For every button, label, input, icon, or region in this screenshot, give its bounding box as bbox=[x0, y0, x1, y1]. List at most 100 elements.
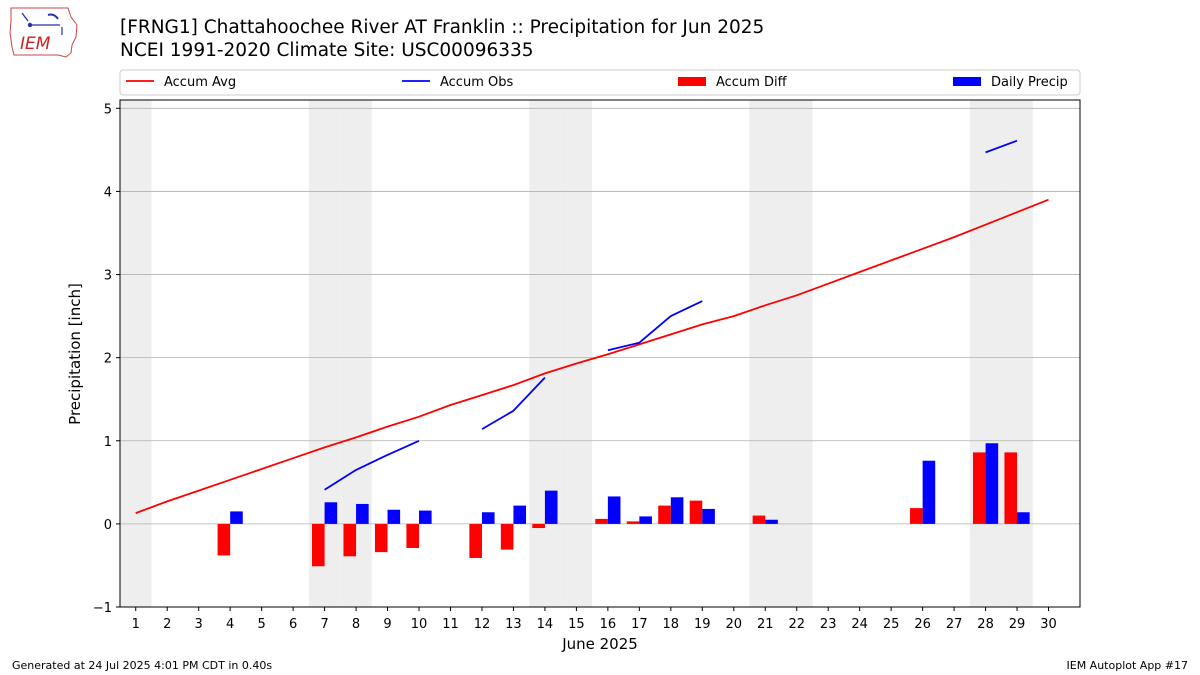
daily-precip-bar-day-8 bbox=[356, 503, 369, 524]
accum-diff-bar-day-14 bbox=[532, 523, 545, 529]
weekend-band-day-28 bbox=[969, 100, 1002, 607]
accum-diff-bar-day-8 bbox=[343, 523, 357, 557]
accum-diff-bar-day-9 bbox=[374, 523, 388, 553]
x-tick-label: 5 bbox=[257, 617, 265, 632]
accum-obs-line-segment-2 bbox=[607, 300, 703, 352]
daily-precip-bar-day-7 bbox=[324, 502, 338, 524]
legend-label-accum-diff: Accum Diff bbox=[716, 75, 788, 90]
daily-precip-bar-day-18 bbox=[670, 497, 684, 524]
daily-precip-bar-day-4 bbox=[230, 511, 243, 524]
x-tick-label: 17 bbox=[631, 617, 648, 632]
accum-diff-bar-day-13 bbox=[500, 523, 514, 550]
bar-series bbox=[217, 443, 1030, 567]
y-axis-label: Precipitation [inch] bbox=[66, 283, 84, 425]
accum-avg-line-segment-0 bbox=[135, 198, 1049, 514]
daily-precip-bar-day-28 bbox=[985, 443, 999, 524]
x-tick-label: 8 bbox=[352, 617, 360, 632]
x-tick-label: 26 bbox=[914, 617, 931, 632]
x-tick-label: 15 bbox=[568, 617, 585, 632]
daily-precip-bar-day-21 bbox=[765, 519, 778, 524]
daily-precip-bar-day-26 bbox=[922, 460, 936, 524]
grid-lines bbox=[120, 107, 1080, 608]
y-tick-label: 3 bbox=[104, 269, 112, 284]
chart-title-line2: NCEI 1991-2020 Climate Site: USC00096335 bbox=[120, 40, 534, 61]
accum-diff-bar-day-29 bbox=[1004, 452, 1018, 524]
x-tick-label: 6 bbox=[289, 617, 297, 632]
x-tick-label: 23 bbox=[820, 617, 837, 632]
accum-diff-bar-day-16 bbox=[595, 518, 608, 524]
x-tick-label: 30 bbox=[1040, 617, 1057, 632]
daily-precip-bar-day-10 bbox=[419, 510, 432, 524]
x-tick-label: 29 bbox=[1009, 617, 1026, 632]
x-tick-label: 13 bbox=[505, 617, 522, 632]
accum-obs-line-segment-0 bbox=[324, 439, 420, 491]
weekend-band-day-1 bbox=[120, 100, 152, 607]
accum-diff-bar-day-28 bbox=[972, 452, 986, 524]
iem-logo-text: IEM bbox=[20, 34, 51, 54]
x-tick-label: 10 bbox=[411, 617, 428, 632]
weekend-band-day-22 bbox=[780, 100, 813, 607]
x-tick-label: 11 bbox=[442, 617, 459, 632]
x-tick-label: 22 bbox=[788, 617, 805, 632]
y-tick-label: 1 bbox=[104, 435, 112, 450]
x-tick-label: 19 bbox=[694, 617, 711, 632]
x-tick-label: 20 bbox=[725, 617, 742, 632]
chart-title-line1: [FRNG1] Chattahoochee River AT Franklin … bbox=[120, 17, 765, 38]
accum-diff-bar-day-21 bbox=[752, 515, 766, 524]
daily-precip-bar-day-13 bbox=[513, 505, 527, 524]
x-tick-label: 3 bbox=[195, 617, 203, 632]
x-tick-label: 12 bbox=[474, 617, 491, 632]
accum-diff-bar-day-19 bbox=[689, 500, 703, 524]
footer-app: IEM Autoplot App #17 bbox=[1066, 659, 1189, 672]
legend-box bbox=[119, 69, 1081, 96]
x-tick-label: 2 bbox=[163, 617, 171, 632]
accum-diff-bar-day-4 bbox=[217, 523, 231, 556]
y-tick-label: 0 bbox=[104, 518, 112, 533]
x-tick-label: 24 bbox=[851, 617, 868, 632]
x-tick-label: 25 bbox=[883, 617, 900, 632]
weekend-band-day-21 bbox=[749, 100, 781, 607]
legend: Accum Avg Accum Obs Accum Diff Daily Pre… bbox=[119, 69, 1081, 96]
weekend-band-day-29 bbox=[1001, 100, 1033, 607]
accum-diff-bar-day-18 bbox=[658, 505, 671, 524]
x-tick-label: 27 bbox=[946, 617, 963, 632]
daily-precip-bar-day-17 bbox=[639, 516, 652, 524]
accum-diff-bar-day-12 bbox=[469, 523, 482, 558]
accum-diff-bar-day-17 bbox=[626, 521, 640, 524]
x-tick-label: 1 bbox=[132, 617, 140, 632]
accum-obs-line-segment-3 bbox=[985, 139, 1018, 154]
accum-diff-bar-day-10 bbox=[406, 523, 420, 548]
legend-swatch-accum-diff bbox=[678, 77, 706, 86]
y-tick-label: 5 bbox=[104, 102, 112, 117]
legend-swatch-daily-precip bbox=[953, 77, 981, 86]
x-tick-label: 16 bbox=[600, 617, 617, 632]
weekend-band-day-14 bbox=[529, 100, 561, 607]
daily-precip-bar-day-14 bbox=[544, 490, 558, 524]
daily-precip-bar-day-19 bbox=[702, 508, 715, 524]
legend-label-daily-precip: Daily Precip bbox=[991, 75, 1068, 90]
daily-precip-bar-day-9 bbox=[387, 509, 401, 524]
weekend-band-day-15 bbox=[560, 100, 593, 607]
y-tick-label: −1 bbox=[93, 601, 112, 616]
legend-label-accum-avg: Accum Avg bbox=[164, 75, 236, 90]
iem-logo: IEM bbox=[9, 7, 78, 58]
x-tick-label: 7 bbox=[320, 617, 328, 632]
plot-frame bbox=[119, 99, 1081, 608]
daily-precip-bar-day-29 bbox=[1017, 512, 1030, 524]
x-tick-label: 18 bbox=[663, 617, 680, 632]
daily-precip-bar-day-16 bbox=[607, 496, 621, 524]
x-tick-label: 14 bbox=[537, 617, 554, 632]
x-tick-label: 28 bbox=[977, 617, 994, 632]
y-tick-label: 4 bbox=[104, 185, 112, 200]
weekend-shading bbox=[120, 100, 1033, 607]
x-tick-label: 21 bbox=[757, 617, 774, 632]
legend-label-accum-obs: Accum Obs bbox=[440, 75, 513, 90]
footer-generated: Generated at 24 Jul 2025 4:01 PM CDT in … bbox=[12, 659, 273, 672]
x-tick-label: 4 bbox=[226, 617, 234, 632]
accum-diff-bar-day-26 bbox=[910, 508, 923, 524]
accum-diff-bar-day-7 bbox=[312, 523, 325, 567]
x-axis-label: June 2025 bbox=[561, 635, 638, 653]
line-series bbox=[135, 139, 1049, 514]
